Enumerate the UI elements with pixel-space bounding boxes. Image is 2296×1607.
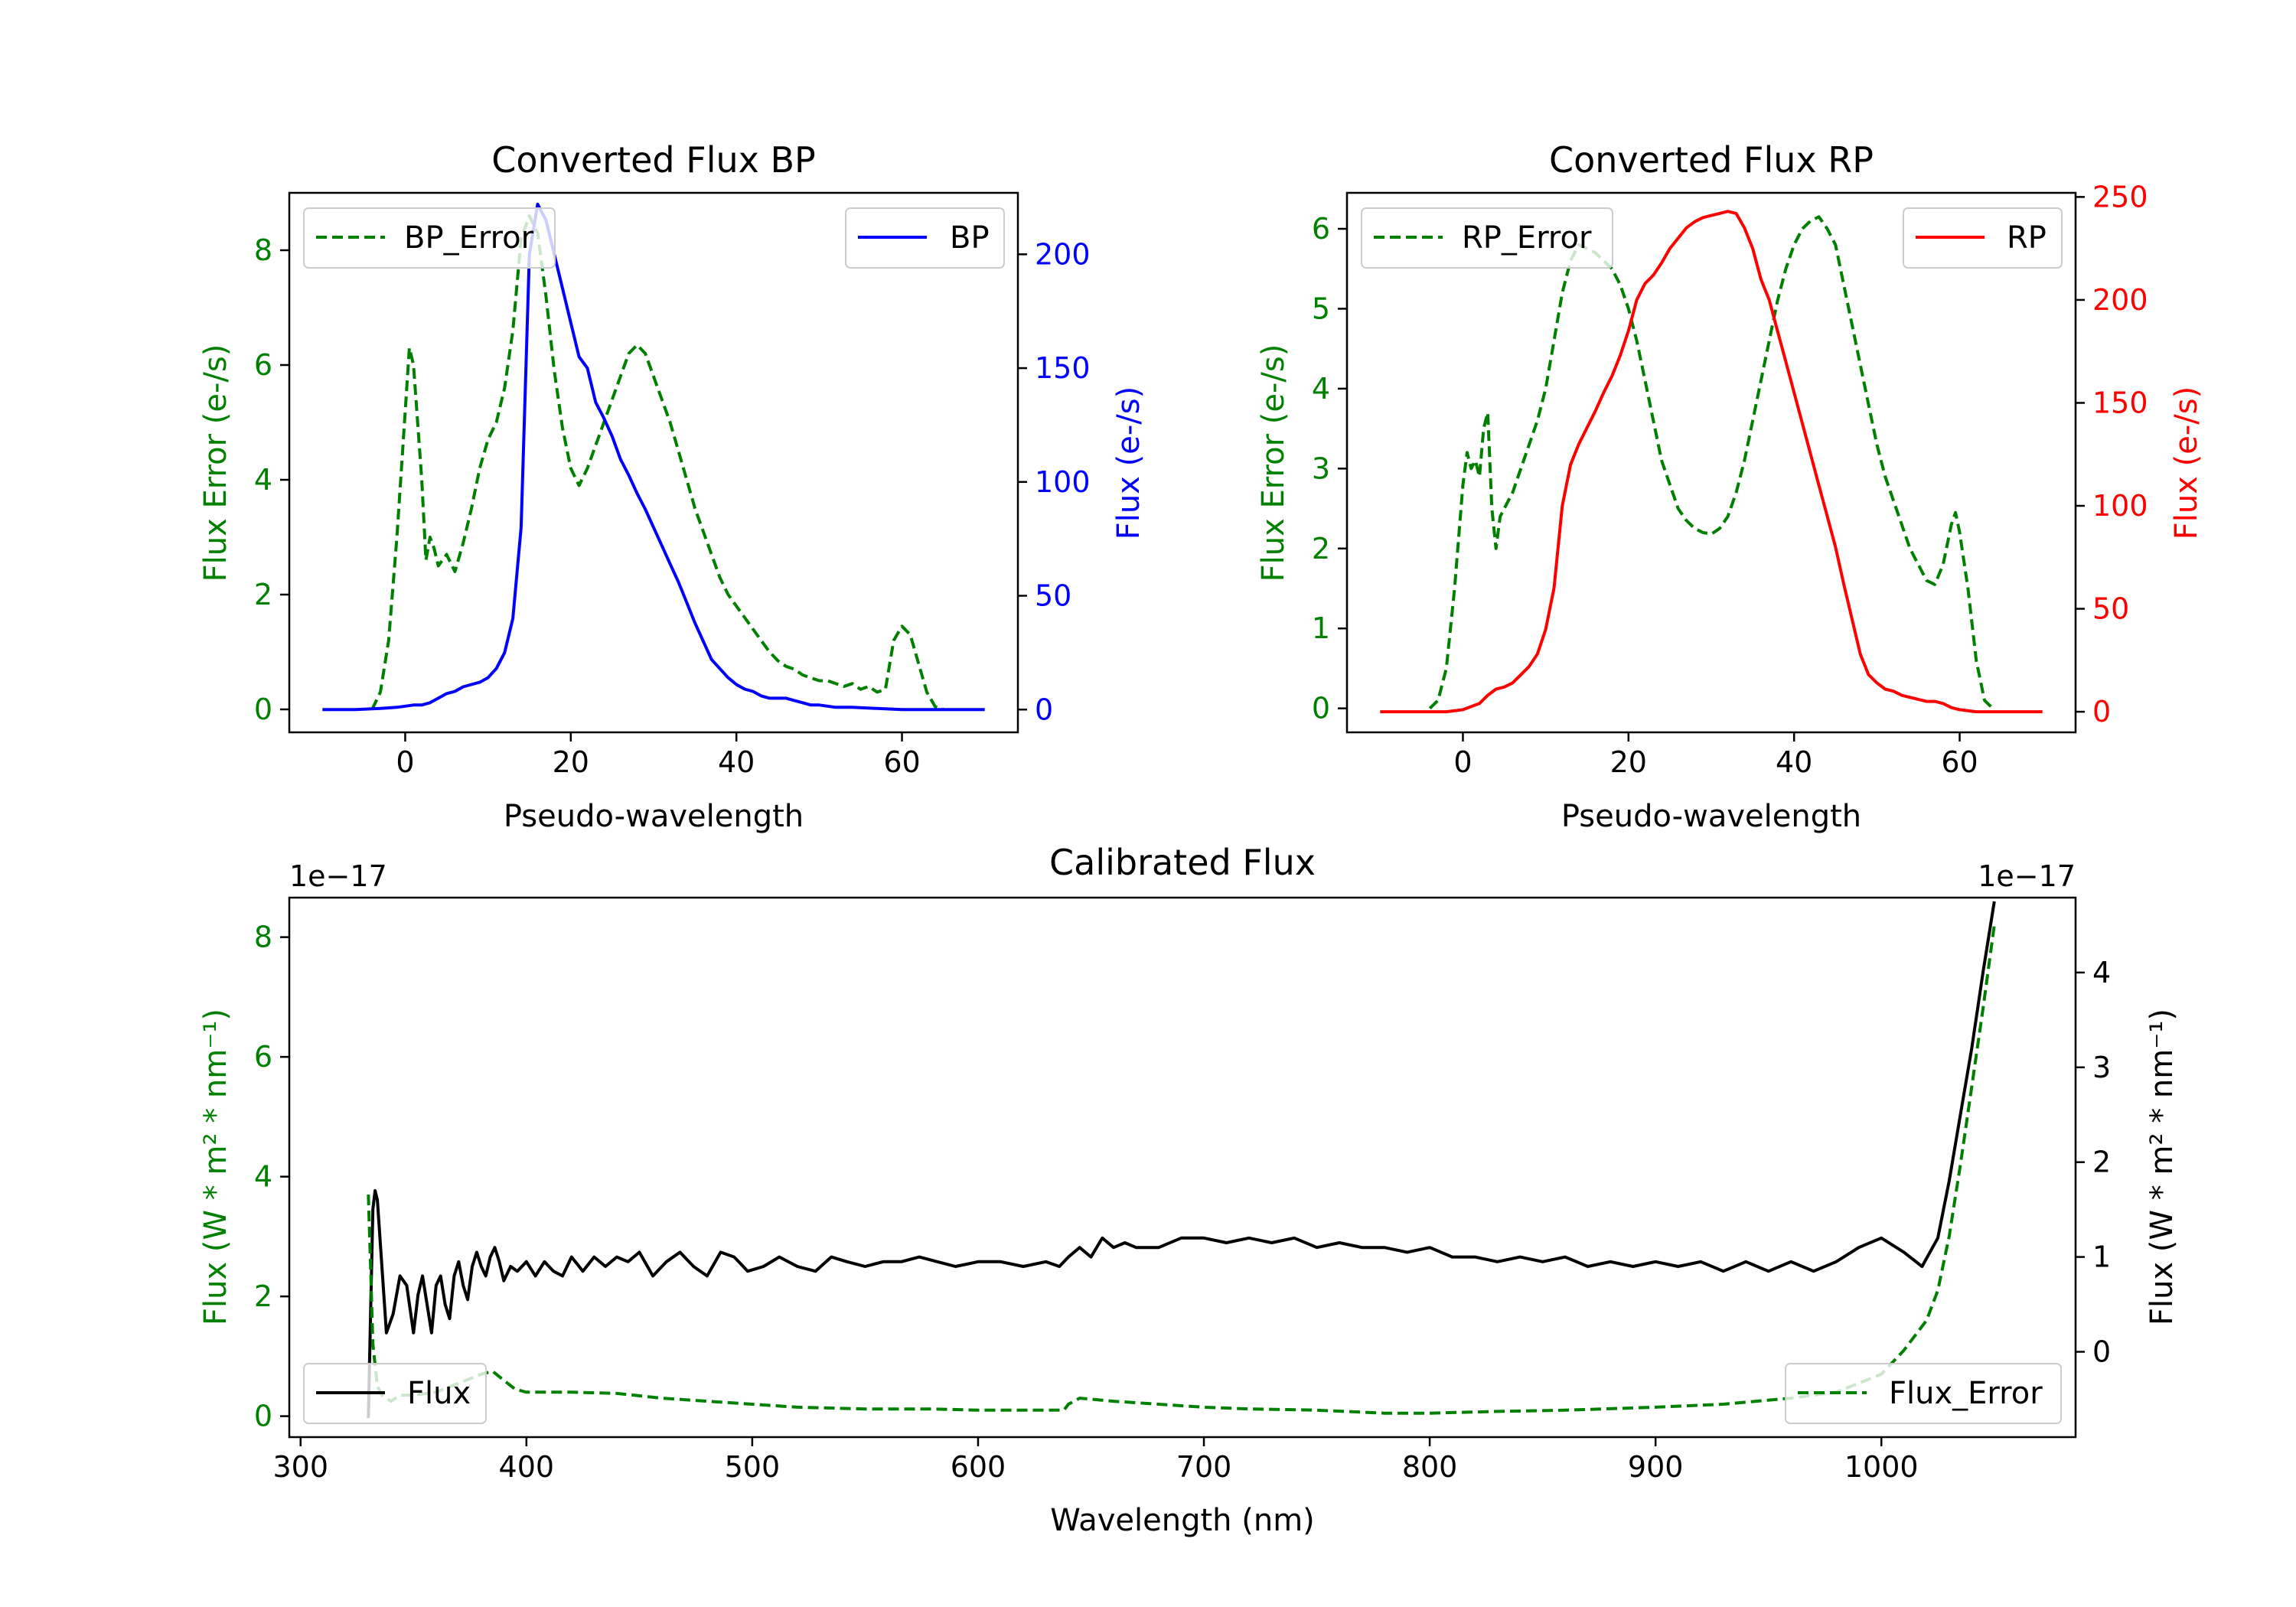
calibrated-legend-right: Flux_Error [1785, 1363, 2062, 1424]
bp-series-layer [322, 202, 985, 712]
bp-legend-left-label: BP_Error [404, 220, 534, 256]
rp-title: Converted Flux RP [1549, 139, 1874, 181]
rp-ytick-left-label: 6 [1312, 212, 1330, 246]
rp-ylabel-left: Flux Error (e-/s) [1256, 344, 1291, 582]
bp-axes-frame [288, 191, 1019, 734]
rp-legend-left: RP_Error [1361, 207, 1613, 269]
calibrated-legend-right-label: Flux_Error [1889, 1376, 2043, 1411]
bp-title: Converted Flux BP [491, 139, 816, 181]
calibrated-xtick-label: 300 [272, 1450, 328, 1484]
rp-xtick-label: 60 [1941, 745, 1978, 779]
rp-ytick-right-label: 50 [2092, 592, 2129, 626]
bp-ytick-left-label: 0 [254, 693, 272, 726]
bp-ytick-right-label: 100 [1035, 465, 1091, 499]
rp-xtick-label: 20 [1610, 745, 1647, 779]
calibrated-xlabel: Wavelength (nm) [1050, 1503, 1315, 1538]
bp-xtick-label: 20 [553, 745, 589, 779]
calibrated-ytick-right-label: 2 [2092, 1146, 2111, 1179]
calibrated-xtick-label: 700 [1176, 1450, 1232, 1484]
calibrated-ytick-left-label: 2 [254, 1279, 272, 1313]
calibrated-ylabel-left: Flux (W * m² * nm⁻¹) [198, 1009, 233, 1325]
rp-ytick-left-label: 2 [1312, 532, 1330, 566]
bp-xtick-label: 40 [718, 745, 755, 779]
bp-ytick-right-label: 200 [1035, 237, 1091, 271]
calibrated-title: Calibrated Flux [1049, 842, 1316, 883]
calibrated-xtick-label: 500 [725, 1450, 781, 1484]
rp-ytick-right-label: 100 [2092, 489, 2148, 523]
bp-xtick-label: 0 [396, 745, 414, 779]
calibrated-ytick-left-label: 6 [254, 1040, 272, 1074]
bp-ytick-left-label: 2 [254, 578, 272, 611]
bp-ytick-left-label: 6 [254, 348, 272, 382]
bp-ytick-right-label: 150 [1035, 351, 1091, 385]
calibrated-xtick-label: 600 [951, 1450, 1006, 1484]
bp-ylabel-left: Flux Error (e-/s) [198, 344, 233, 582]
bp-legend-right-label: BP [950, 220, 990, 256]
calibrated-xtick-label: 800 [1402, 1450, 1458, 1484]
bp-subplot: Converted Flux BP 0 20 40 60 0 2 4 6 8 0 50 100 150 2… [198, 139, 1146, 834]
calibrated-xtick-label: 400 [499, 1450, 555, 1484]
bp-xtick-label: 60 [883, 745, 920, 779]
rp-subplot: Converted Flux RP 0 20 40 60012345605010015… [1256, 139, 2204, 834]
calibrated-legend-left: Flux [303, 1363, 487, 1424]
bp-legend-left: BP_Error [303, 207, 556, 269]
rp-ytick-left-label: 3 [1312, 451, 1330, 485]
rp-ytick-right-label: 150 [2092, 386, 2148, 419]
bp-ylabel-right: Flux (e-/s) [1111, 386, 1146, 539]
rp-ytick-left-label: 1 [1312, 611, 1330, 645]
rp-legend-right: RP [1903, 207, 2063, 269]
rp-ytick-right-label: 0 [2092, 695, 2111, 729]
rp-legend-right-label: RP [2007, 220, 2047, 256]
rp-xlabel: Pseudo-wavelength [1561, 799, 1861, 834]
bp-legend-left-box [303, 207, 556, 269]
calibrated-ytick-left-label: 4 [254, 1160, 272, 1194]
calibrated-xtick-label: 1000 [1844, 1450, 1919, 1484]
rp-ytick-right-label: 200 [2092, 283, 2148, 317]
rp-legend-left-box [1361, 207, 1613, 269]
bp-series-bp [322, 202, 985, 712]
bp-xlabel: Pseudo-wavelength [504, 799, 804, 834]
rp-series-rp [1380, 210, 2043, 714]
rp-xtick-label: 0 [1453, 745, 1472, 779]
rp-xtick-label: 40 [1776, 745, 1812, 779]
calibrated-legend-right-box [1785, 1363, 2062, 1424]
calibrated-ticks-layer: 300 400 500 600 700 800 900 1000 0 2 4 6 8 0 1 2 3 4 [254, 921, 2111, 1484]
calibrated-offset-right: 1e−17 [1978, 859, 2076, 893]
calibrated-subplot: Calibrated Flux 1e−17 1e−17 300 400 500 600… [198, 842, 2180, 1538]
rp-ylabel-right: Flux (e-/s) [2169, 386, 2204, 539]
calibrated-ytick-left-label: 8 [254, 921, 272, 954]
rp-axes-frame [1345, 191, 2077, 734]
calibrated-ytick-right-label: 1 [2092, 1240, 2111, 1274]
rp-ytick-right-label: 250 [2092, 180, 2148, 214]
calibrated-ylabel-right: Flux (W * m² * nm⁻¹) [2144, 1009, 2180, 1325]
calibrated-ytick-left-label: 0 [254, 1400, 272, 1433]
bp-ytick-left-label: 4 [254, 463, 272, 497]
bp-legend-right: BP [845, 207, 1005, 269]
rp-legend-left-label: RP_Error [1462, 220, 1592, 256]
calibrated-legend-left-label: Flux [407, 1376, 471, 1411]
rp-ytick-left-label: 4 [1312, 372, 1330, 406]
rp-series-layer [1380, 210, 2043, 714]
rp-series-rp-error [1428, 215, 1994, 710]
calibrated-ytick-right-label: 0 [2092, 1335, 2111, 1368]
calibrated-ytick-right-label: 4 [2092, 956, 2111, 989]
calibrated-offset-left: 1e−17 [289, 859, 387, 893]
bp-ytick-right-label: 50 [1035, 579, 1071, 613]
bp-ytick-left-label: 8 [254, 233, 272, 267]
rp-ytick-left-label: 0 [1312, 692, 1330, 725]
calibrated-ytick-right-label: 3 [2092, 1051, 2111, 1084]
calibrated-legend-left-box [303, 1363, 487, 1424]
bp-ticks-layer: 0 20 40 60 0 2 4 6 8 0 50 100 150 200 [254, 233, 1091, 779]
calibrated-axes-frame [288, 896, 2077, 1439]
calibrated-xtick-label: 900 [1628, 1450, 1684, 1484]
calibrated-series-flux [367, 901, 1996, 1419]
bp-ytick-right-label: 0 [1035, 693, 1053, 726]
bp-series-bp-error [370, 214, 944, 711]
rp-ytick-left-label: 5 [1312, 292, 1330, 325]
